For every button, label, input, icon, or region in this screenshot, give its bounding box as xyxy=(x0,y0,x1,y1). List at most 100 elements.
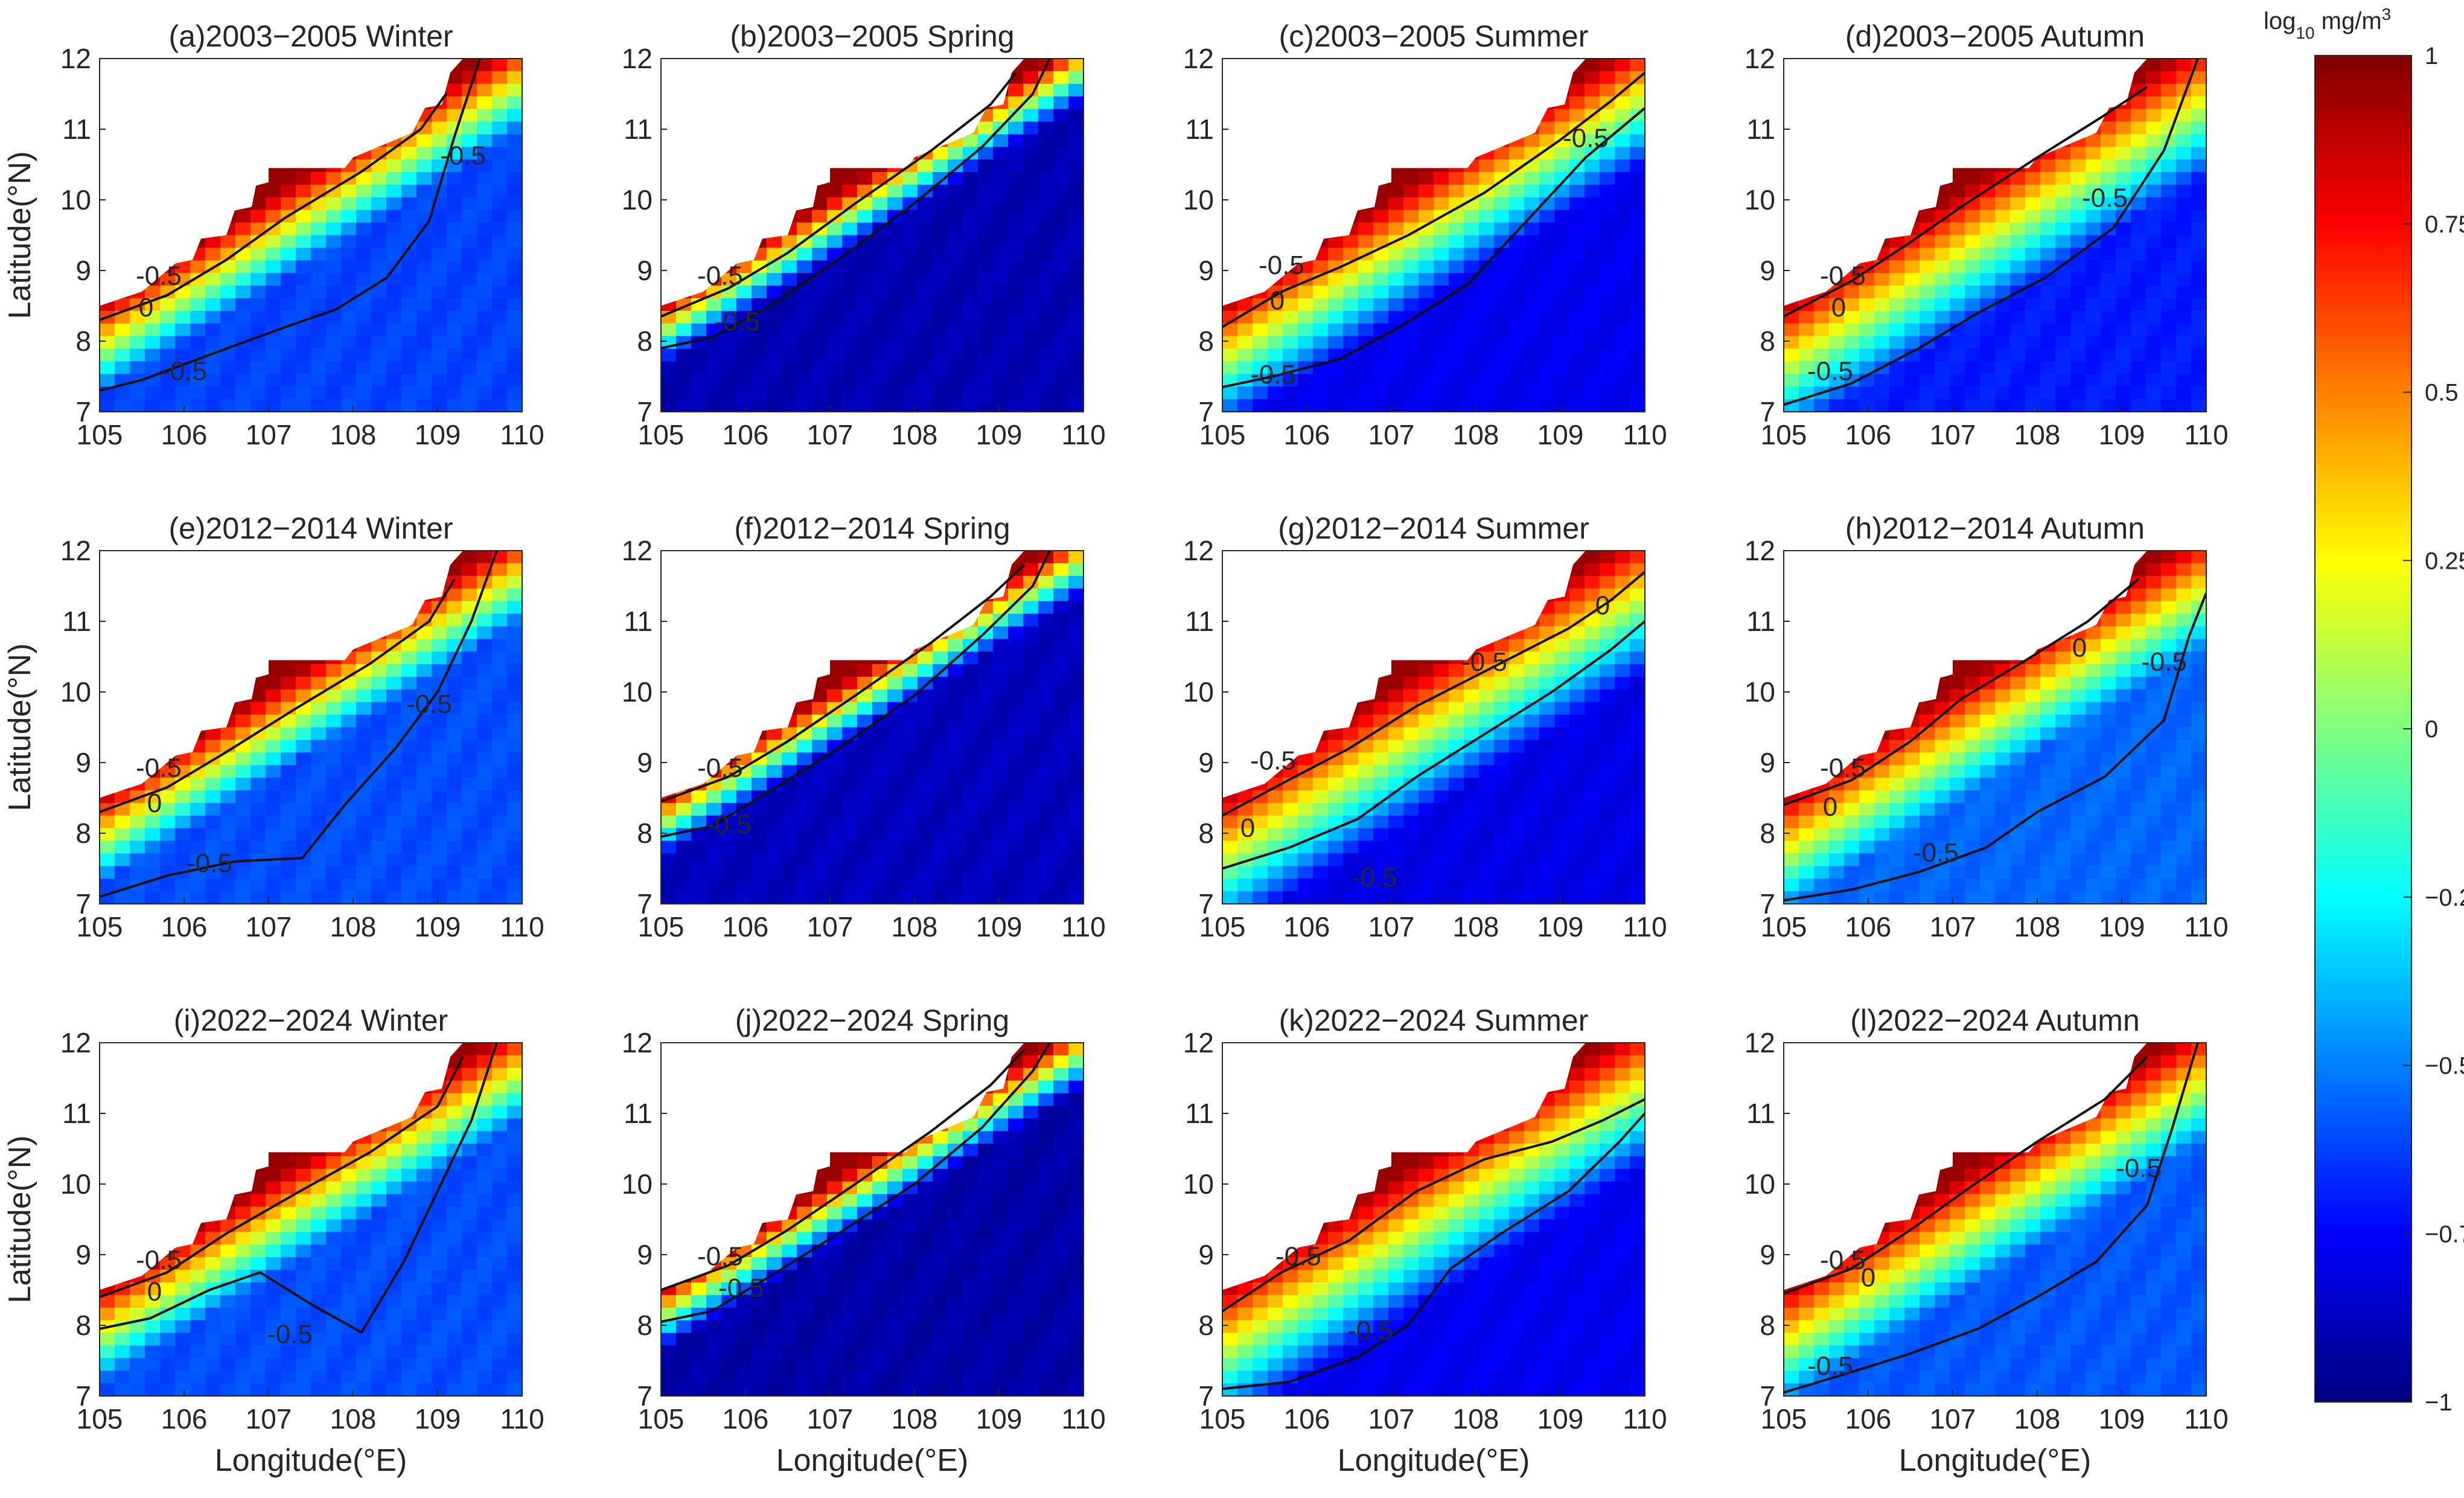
heatmap-cell xyxy=(2146,96,2162,110)
heatmap-cell xyxy=(842,689,858,703)
heatmap-cell xyxy=(1630,336,1645,350)
heatmap-cell xyxy=(1008,336,1024,350)
land-mask xyxy=(100,59,463,306)
heatmap-cell xyxy=(1283,323,1298,337)
heatmap-cell xyxy=(1053,740,1069,753)
x-tick-label: 105 xyxy=(77,419,123,450)
heatmap-cell xyxy=(2131,71,2146,85)
heatmap-cell xyxy=(1554,374,1570,387)
heatmap-cell xyxy=(1222,815,1238,829)
heatmap-cell xyxy=(1298,348,1313,362)
heatmap-cell xyxy=(1023,159,1039,173)
heatmap-cell xyxy=(1283,273,1298,286)
heatmap-cell xyxy=(492,59,508,72)
heatmap-cell xyxy=(2161,310,2177,324)
heatmap-cell xyxy=(872,248,888,261)
heatmap-cell xyxy=(462,702,477,715)
heatmap-cell xyxy=(462,361,477,374)
heatmap-cell xyxy=(296,172,311,185)
heatmap-cell xyxy=(326,802,342,816)
heatmap-cell xyxy=(1419,172,1434,185)
heatmap-cell xyxy=(918,853,933,866)
heatmap-cell xyxy=(872,323,888,337)
heatmap-cell xyxy=(1023,891,1039,904)
heatmap-cell xyxy=(736,752,752,766)
heatmap-cell xyxy=(827,336,843,350)
heatmap-cell xyxy=(978,815,994,829)
heatmap-cell xyxy=(736,840,752,854)
heatmap-cell xyxy=(1615,210,1630,223)
heatmap-cell xyxy=(1373,361,1389,374)
heatmap-cell xyxy=(1554,399,1570,412)
heatmap-cell xyxy=(963,765,978,778)
heatmap-cell xyxy=(417,336,432,350)
heatmap-cell xyxy=(1008,765,1024,778)
heatmap-cell xyxy=(1585,348,1600,362)
heatmap-cell xyxy=(993,172,1009,185)
heatmap-cell xyxy=(1419,197,1434,211)
heatmap-cell xyxy=(296,260,311,274)
heatmap-cell xyxy=(1053,71,1069,85)
heatmap-cell xyxy=(492,891,508,904)
heatmap-cell xyxy=(2161,59,2177,72)
heatmap-cell xyxy=(1995,222,2011,236)
heatmap-cell xyxy=(1600,273,1615,286)
heatmap-cell xyxy=(1615,323,1630,337)
heatmap-cell xyxy=(447,159,462,173)
heatmap-cell xyxy=(401,386,417,400)
heatmap-cell xyxy=(401,790,417,804)
heatmap-cell xyxy=(963,664,978,677)
heatmap-cell xyxy=(1449,298,1464,312)
heatmap-cell xyxy=(933,815,948,829)
heatmap-cell xyxy=(1038,374,1054,387)
heatmap-cell xyxy=(326,891,342,904)
heatmap-cell xyxy=(1358,361,1374,374)
heatmap-cell xyxy=(1008,815,1024,829)
heatmap-cell xyxy=(812,790,828,804)
heatmap-cell xyxy=(812,361,828,374)
heatmap-cell xyxy=(2070,260,2086,274)
heatmap-cell xyxy=(356,840,372,854)
heatmap-cell xyxy=(2146,121,2162,135)
heatmap-cell xyxy=(1068,563,1084,577)
heatmap-cell xyxy=(887,740,903,753)
heatmap-cell xyxy=(1053,172,1069,185)
heatmap-cell xyxy=(1539,260,1555,274)
heatmap-cell xyxy=(130,399,145,412)
heatmap-cell xyxy=(1554,197,1570,211)
heatmap-cell xyxy=(691,853,707,866)
heatmap-cell xyxy=(2010,210,2026,223)
heatmap-cell xyxy=(492,866,508,879)
heatmap-cell xyxy=(887,386,903,400)
heatmap-cell xyxy=(492,740,508,753)
heatmap-cell xyxy=(1615,336,1630,350)
heatmap-cell xyxy=(341,689,357,703)
heatmap-cell xyxy=(462,172,477,185)
heatmap-cell xyxy=(2116,310,2131,324)
heatmap-cell xyxy=(993,361,1009,374)
heatmap-cell xyxy=(417,197,432,211)
heatmap-cell xyxy=(1449,348,1464,362)
heatmap-cell xyxy=(296,727,311,740)
heatmap-cell xyxy=(1494,222,1510,236)
heatmap-cell xyxy=(1023,840,1039,854)
heatmap-cell xyxy=(311,727,327,740)
heatmap-cell xyxy=(507,740,522,753)
heatmap-cell xyxy=(1950,222,1965,236)
heatmap-cell xyxy=(1554,273,1570,286)
contour-label: -0.5 xyxy=(1820,261,1866,290)
heatmap-cell xyxy=(371,298,387,312)
heatmap-cell xyxy=(1630,184,1645,198)
heatmap-cell xyxy=(1995,235,2011,248)
heatmap-cell xyxy=(797,273,812,286)
heatmap-cell xyxy=(1053,235,1069,248)
heatmap-cell xyxy=(767,815,782,829)
heatmap-cell xyxy=(842,765,858,778)
heatmap-cell xyxy=(417,323,432,337)
heatmap-cell xyxy=(827,235,843,248)
heatmap-cell xyxy=(978,853,994,866)
heatmap-cell xyxy=(417,386,432,400)
heatmap-cell xyxy=(100,879,115,892)
heatmap-cell xyxy=(432,778,447,791)
heatmap-cell xyxy=(341,765,357,778)
